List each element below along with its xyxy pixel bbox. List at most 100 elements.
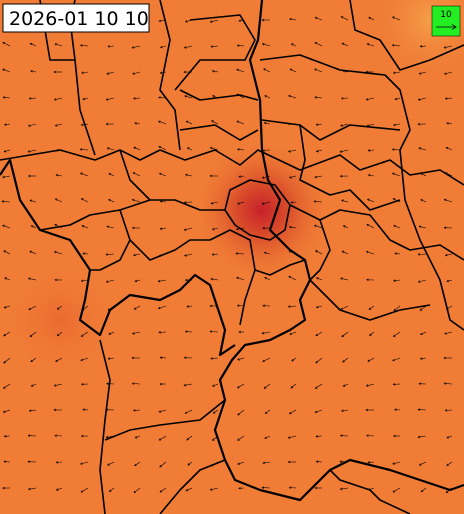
wind-arrowhead [134, 279, 138, 283]
wind-arrow [108, 331, 115, 335]
wind-arrowhead [420, 199, 423, 202]
wind-arrowhead [212, 384, 215, 387]
wind-arrow [210, 278, 219, 281]
wind-arrow [420, 331, 427, 335]
wind-arrow [446, 122, 453, 125]
wind-arrow [316, 149, 323, 152]
wind-arrowhead [108, 332, 111, 335]
wind-arrow [393, 331, 401, 337]
wind-arrow [54, 97, 63, 101]
wind-arrowhead [368, 488, 371, 491]
wind-arrowhead [418, 72, 422, 75]
wind-arrowhead [159, 464, 162, 468]
wind-arrowhead [30, 384, 34, 387]
wind-arrow [366, 383, 375, 387]
wind-arrowhead [289, 176, 292, 179]
wind-arrowhead [185, 173, 188, 177]
wind-arrowhead [79, 148, 83, 151]
wind-arrowhead [391, 148, 395, 151]
wind-arrow [159, 19, 167, 22]
wind-arrowhead [27, 174, 31, 178]
wind-arrow [132, 71, 141, 75]
wind-arrowhead [419, 45, 423, 48]
wind-arrow [341, 43, 349, 47]
wind-arrowhead [446, 436, 450, 439]
wind-arrowhead [106, 147, 110, 150]
wind-arrow [184, 201, 193, 203]
wind-arrowhead [316, 277, 319, 280]
wind-arrow [341, 16, 349, 21]
wind-arrowhead [238, 175, 242, 178]
wind-arrow [368, 305, 375, 310]
wind-arrow [54, 43, 63, 47]
wind-arrowhead [290, 385, 294, 389]
wind-arrowhead [210, 277, 213, 281]
wind-arrowhead [131, 356, 134, 360]
wind-arrow [80, 357, 89, 361]
wind-arrowhead [262, 461, 266, 465]
wind-arrow [291, 357, 297, 362]
wind-arrowhead [2, 486, 5, 490]
wind-arrowhead [444, 172, 448, 175]
wind-arrowhead [236, 120, 239, 123]
wind-arrowhead [132, 72, 135, 75]
wind-arrow [314, 225, 323, 229]
wind-arrowhead [420, 172, 423, 176]
wind-arrowhead [290, 43, 294, 46]
wind-arrowhead [4, 277, 7, 280]
wind-arrowhead [209, 20, 213, 23]
wind-arrow [160, 71, 167, 74]
wind-arrow [184, 45, 193, 49]
wind-arrow [237, 383, 245, 389]
wind-arrowhead [264, 436, 267, 439]
wind-arrow [314, 175, 323, 178]
wind-arrow [28, 123, 37, 127]
wind-arrowhead [55, 173, 59, 177]
wind-arrow [28, 487, 37, 490]
wind-arrow [186, 120, 193, 125]
wind-arrow [420, 173, 427, 177]
wind-arrowhead [287, 460, 291, 464]
wind-arrowhead [392, 334, 396, 337]
wind-arrow [366, 224, 375, 229]
wind-arrow [133, 253, 141, 256]
wind-arrow [159, 461, 167, 468]
wind-arrow [367, 198, 375, 203]
wind-arrow [393, 123, 401, 126]
wind-arrowhead [314, 410, 318, 414]
wind-arrow [107, 461, 115, 466]
wind-arrow [236, 120, 245, 125]
wind-arrowhead [80, 358, 83, 362]
wind-arrow [81, 198, 89, 203]
wind-arrowhead [80, 490, 84, 493]
wind-arrowhead [263, 68, 266, 71]
wind-arrow [262, 461, 271, 464]
wind-arrowhead [184, 330, 188, 334]
wind-arrow [2, 175, 11, 178]
wind-arrowhead [184, 95, 187, 98]
wind-arrow [236, 94, 245, 99]
wind-arrow [288, 305, 297, 307]
wind-arrowhead [339, 487, 343, 491]
wind-arrowhead [158, 19, 162, 23]
wind-arrow [262, 331, 271, 334]
wind-arrowhead [418, 225, 422, 229]
wind-arrowhead [262, 304, 265, 308]
wind-arrow [134, 122, 141, 125]
wind-arrow [3, 331, 11, 337]
wind-arrowhead [106, 72, 109, 75]
wind-arrow [2, 42, 11, 47]
wind-arrow [160, 201, 167, 203]
wind-arrow [237, 435, 245, 441]
wind-arrowhead [314, 68, 317, 71]
wind-arrowhead [183, 228, 187, 231]
wind-arrowhead [417, 122, 420, 126]
wind-arrowhead [3, 360, 6, 364]
wind-arrowhead [54, 43, 57, 46]
wind-arrowhead [80, 44, 83, 47]
wind-arrow [288, 276, 297, 281]
wind-arrow [211, 120, 219, 125]
wind-arrowhead [132, 332, 135, 335]
wind-arrowhead [417, 280, 421, 283]
